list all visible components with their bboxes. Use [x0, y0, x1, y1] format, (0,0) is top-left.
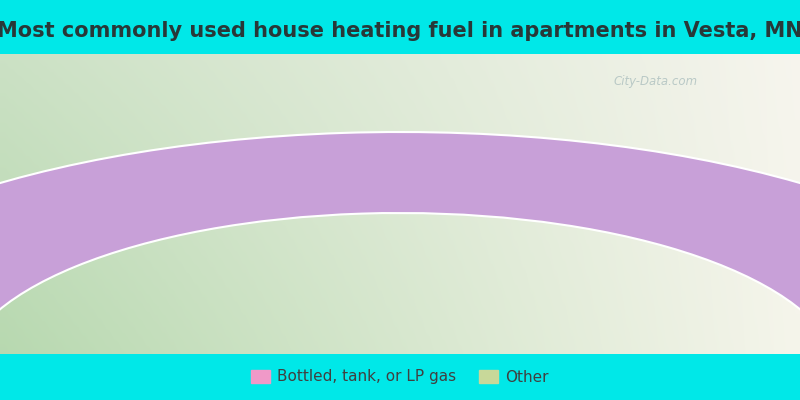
Legend: Bottled, tank, or LP gas, Other: Bottled, tank, or LP gas, Other	[245, 363, 555, 391]
Text: City-Data.com: City-Data.com	[614, 74, 698, 88]
Text: Most commonly used house heating fuel in apartments in Vesta, MN: Most commonly used house heating fuel in…	[0, 21, 800, 41]
Wedge shape	[0, 132, 800, 378]
